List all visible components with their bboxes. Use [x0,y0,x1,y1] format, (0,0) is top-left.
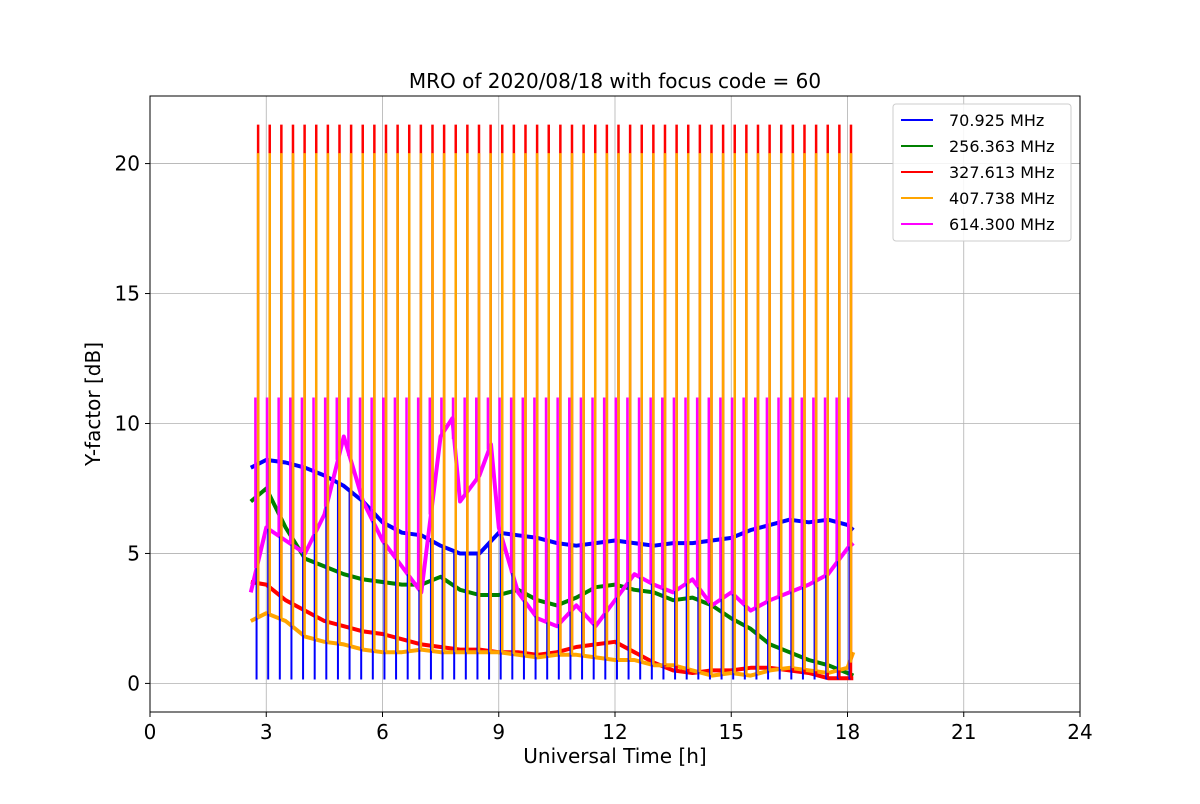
x-axis-label: Universal Time [h] [523,744,706,768]
series-line-2 [249,486,855,678]
x-tick-label: 0 [144,720,157,744]
x-tick-label: 15 [719,720,744,744]
x-tick-label: 24 [1067,720,1092,744]
y-tick-label: 10 [115,411,140,435]
legend-label: 256.363 MHz [949,137,1054,156]
x-tick-label: 6 [376,720,389,744]
legend-box [892,103,1072,242]
series-group [248,124,856,681]
x-tick-label: 3 [260,720,273,744]
legend-label: 614.300 MHz [949,215,1054,234]
legend-label: 70.925 MHz [949,111,1044,130]
series-line-3 [250,580,854,681]
legend-label: 327.613 MHz [949,163,1054,182]
x-tick-label: 9 [492,720,505,744]
x-tick-label: 12 [602,720,627,744]
data-layer [248,124,856,681]
x-tick-label: 21 [951,720,976,744]
x-tick-label: 18 [835,720,860,744]
y-tick-label: 0 [127,671,140,695]
chart-title: MRO of 2020/08/18 with focus code = 60 [409,69,821,93]
y-tick-label: 20 [115,152,140,176]
legend-label: 407.738 MHz [949,189,1054,208]
y-tick-label: 15 [115,282,140,306]
y-tick-label: 5 [127,541,140,565]
tick-layer: 0 3 6 9 12 15 18 21 24 0 5 10 15 20 [115,152,1093,744]
series-line-1 [249,457,855,556]
series-line-5 [248,416,855,629]
legend: 70.925 MHz 256.363 MHz 327.613 MHz 407.738 … [892,103,1072,242]
y-axis-label: Y-factor [dB] [81,342,105,467]
